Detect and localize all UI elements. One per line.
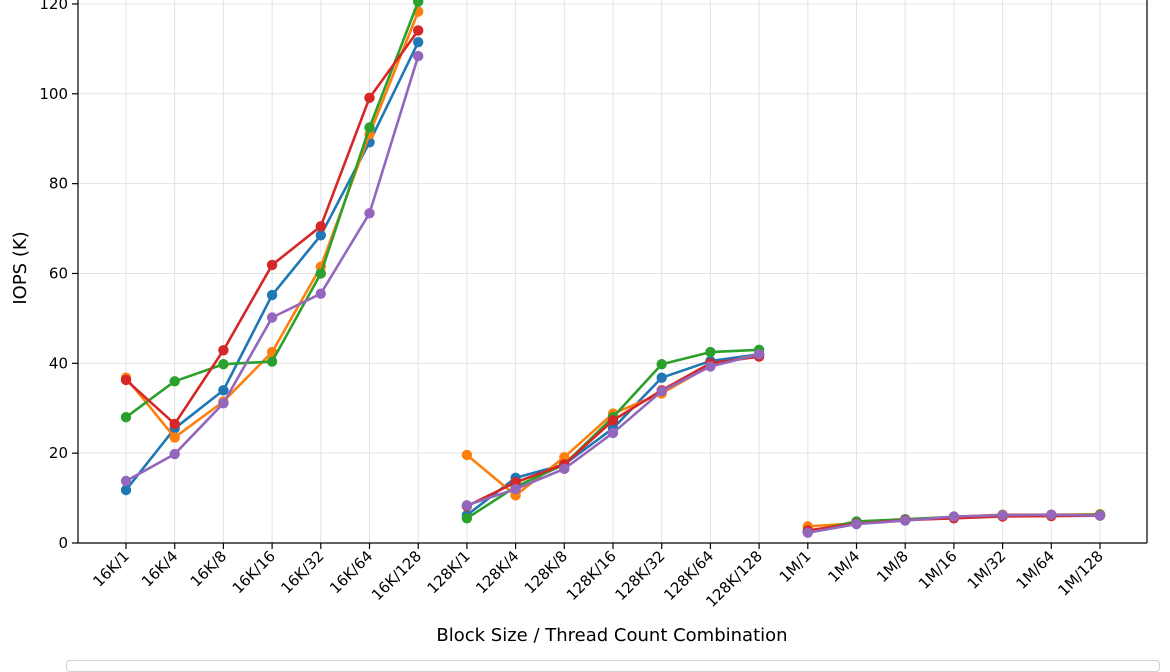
data-point — [169, 448, 180, 460]
y-tick-label: 60 — [49, 264, 68, 282]
y-axis-ticks: 0 20 40 60 80 100 120 — [39, 0, 78, 552]
x-tick-label: 128K/1 — [423, 547, 473, 597]
x-tick-label: 1M/128 — [1054, 547, 1106, 599]
data-point — [120, 412, 132, 423]
data-point — [510, 483, 521, 495]
data-point — [1094, 510, 1106, 521]
series-layer — [120, 0, 1106, 538]
data-point — [753, 349, 765, 360]
x-tick-label: 1M/1 — [776, 547, 815, 586]
data-point — [705, 361, 716, 372]
data-point — [413, 50, 424, 62]
data-point — [120, 475, 132, 487]
data-point — [413, 0, 424, 7]
data-point — [315, 268, 326, 279]
data-point — [656, 385, 667, 397]
y-tick-label: 20 — [49, 444, 68, 462]
data-point — [218, 345, 229, 356]
data-point — [218, 385, 229, 396]
y-tick-label: 0 — [58, 534, 68, 552]
data-point — [120, 374, 132, 386]
data-point — [997, 509, 1008, 521]
y-tick-label: 40 — [49, 354, 68, 372]
data-point — [900, 515, 911, 526]
data-point — [656, 372, 667, 383]
data-point — [559, 463, 570, 475]
x-tick-label: 1M/32 — [964, 547, 1010, 593]
y-tick-label: 80 — [49, 175, 68, 193]
data-point — [461, 449, 473, 461]
data-point — [218, 398, 229, 409]
data-point — [705, 346, 716, 358]
data-point — [364, 122, 375, 133]
data-point — [461, 513, 473, 524]
data-point — [315, 288, 326, 299]
y-tick-label: 100 — [39, 85, 68, 103]
data-point — [656, 359, 667, 370]
y-axis-title: IOPS (K) — [10, 231, 31, 304]
data-point — [266, 259, 278, 271]
data-point — [607, 415, 619, 426]
data-point — [802, 527, 813, 538]
x-tick-label: 128K/4 — [472, 547, 522, 597]
data-point — [169, 432, 180, 443]
data-point — [266, 289, 278, 301]
x-tick-label: 16K/8 — [187, 547, 231, 591]
data-point — [461, 500, 473, 511]
data-point — [559, 452, 570, 463]
x-tick-label: 16K/32 — [277, 547, 327, 597]
data-point — [851, 518, 862, 530]
x-tick-label: 16K/16 — [229, 547, 279, 597]
y-tick-label: 120 — [39, 0, 68, 13]
data-point — [266, 356, 278, 367]
data-point — [948, 511, 960, 522]
data-point — [218, 359, 229, 370]
data-point — [315, 230, 326, 241]
data-point — [364, 92, 375, 104]
x-tick-label: 1M/4 — [824, 547, 863, 586]
data-point — [607, 427, 619, 439]
series-5 — [120, 50, 1106, 538]
data-point — [169, 418, 180, 430]
x-axis-ticks: 16K/1 16K/4 16K/816K/1616K/3216K/6416K/128… — [89, 543, 1107, 611]
x-tick-label: 16K/1 — [89, 547, 133, 591]
data-point — [266, 312, 278, 323]
x-tick-label: 128K/16 — [563, 547, 620, 604]
x-tick-label: 1M/8 — [873, 547, 912, 586]
x-tick-label: 16K/4 — [138, 547, 182, 591]
data-point — [1046, 509, 1057, 520]
data-point — [413, 25, 424, 36]
data-point — [169, 376, 180, 387]
data-point — [413, 36, 424, 48]
x-axis-title: Block Size / Thread Count Combination — [436, 625, 787, 646]
data-point — [120, 484, 132, 496]
data-point — [364, 208, 375, 219]
grid — [78, 0, 1147, 544]
x-tick-label: 1M/16 — [915, 547, 961, 593]
data-point — [315, 221, 326, 232]
x-tick-label: 1M/64 — [1012, 547, 1058, 593]
x-tick-label: 128K/32 — [612, 547, 669, 604]
legend-box — [66, 660, 1160, 672]
x-tick-label: 16K/128 — [368, 547, 425, 604]
